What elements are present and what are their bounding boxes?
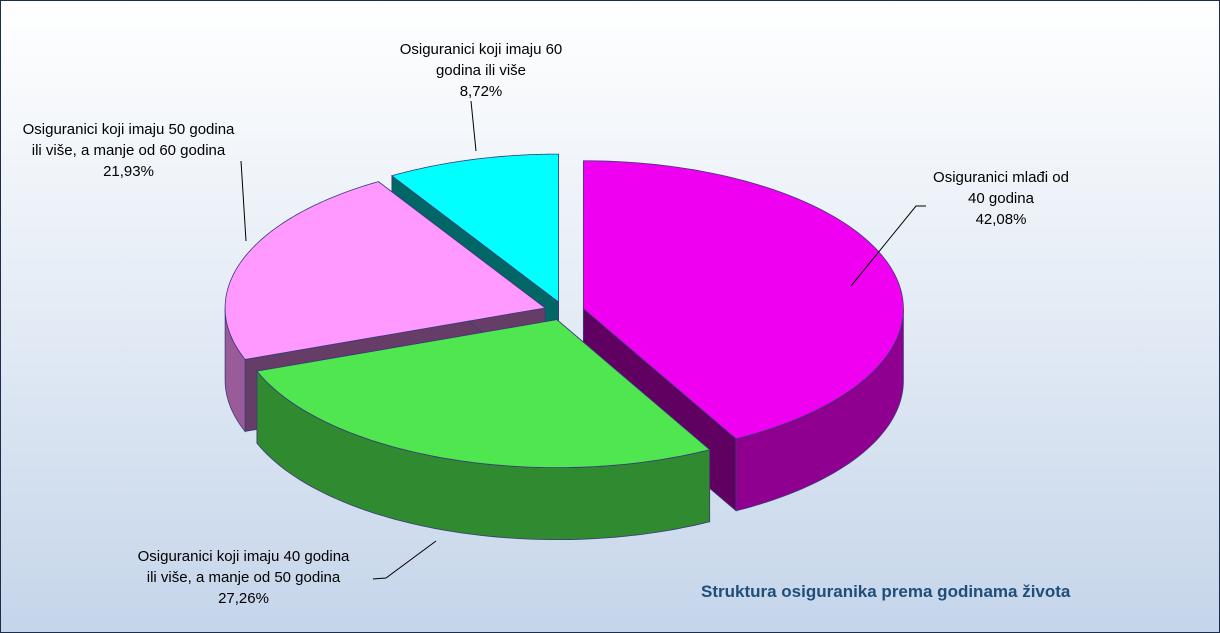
chart-title: Struktura osiguranika prema godinama živ… bbox=[701, 582, 1071, 601]
value-label: 8,72% bbox=[459, 83, 503, 100]
leader-line bbox=[850, 205, 926, 287]
slice-label: Osiguranici mlađi od 40 godina 42,08% bbox=[926, 167, 1076, 230]
slice-label: Osiguranici koji imaju 60 godina ili viš… bbox=[381, 39, 581, 102]
category-label: Osiguranici koji imaju 60 godina ili viš… bbox=[399, 41, 563, 79]
value-label: 21,93% bbox=[103, 163, 154, 180]
slice-label: Osiguranici koji imaju 50 godina ili viš… bbox=[16, 119, 241, 182]
value-label: 42,08% bbox=[975, 211, 1027, 228]
leader-lines bbox=[240, 100, 926, 580]
leader-line bbox=[372, 540, 437, 580]
slice bbox=[224, 181, 547, 360]
slice bbox=[391, 153, 559, 303]
leader-line bbox=[470, 100, 477, 152]
slice bbox=[256, 319, 711, 469]
leader-line bbox=[240, 160, 247, 242]
category-label: Osiguranici mlađi od 40 godina bbox=[933, 169, 1069, 207]
category-label: Osiguranici koji imaju 50 godina ili viš… bbox=[22, 121, 235, 159]
slice-label: Osiguranici koji imaju 40 godina ili viš… bbox=[131, 546, 356, 609]
slice bbox=[582, 160, 904, 440]
value-label: 27,26% bbox=[218, 590, 269, 607]
slices bbox=[224, 153, 904, 541]
category-label: Osiguranici koji imaju 40 godina ili viš… bbox=[137, 548, 350, 586]
